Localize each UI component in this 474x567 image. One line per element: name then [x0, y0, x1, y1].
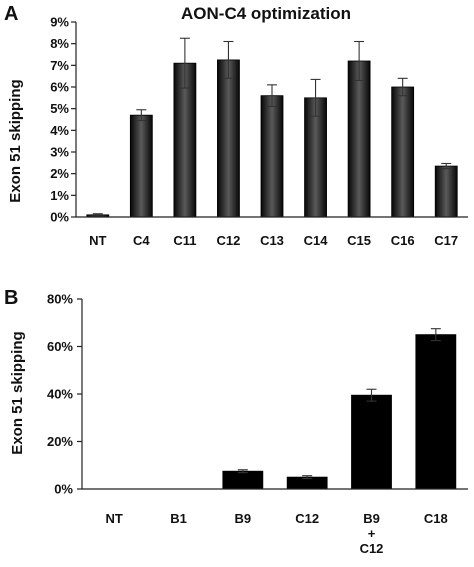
bar — [391, 86, 415, 218]
error-bar — [92, 213, 103, 217]
error-bar — [430, 328, 441, 342]
y-tick-label: 60% — [47, 339, 73, 354]
x-tick-label: + — [368, 526, 376, 541]
chart-b-bars — [222, 328, 457, 490]
error-bar — [302, 475, 313, 480]
bar — [347, 60, 371, 218]
y-tick-label: 6% — [50, 80, 69, 95]
bar — [260, 95, 284, 218]
chart-panel-a: A AON-C4 optimization Exon 51 skipping 0… — [4, 3, 468, 248]
x-tick-label: C16 — [391, 233, 415, 248]
bar — [222, 470, 264, 490]
x-tick-label: B9 — [363, 511, 380, 526]
chart-b-ylabel: Exon 51 skipping — [9, 331, 26, 454]
y-tick-label: 3% — [50, 145, 69, 160]
error-bar — [223, 40, 234, 79]
error-bar — [237, 469, 248, 474]
x-tick-label: C11 — [173, 233, 196, 248]
chart-panel-b: B Exon 51 skipping 0% 20% 40% 60% 80% NT B1 B9… — [4, 287, 468, 556]
chart-a-bars — [86, 37, 458, 218]
chart-a-y-axis: 0% 1% 2% 3% 4% 5% 6% 7% 8% 9% — [50, 15, 76, 225]
panel-a-label: A — [4, 3, 18, 25]
panel-b-label: B — [4, 287, 18, 309]
y-tick-label: 0% — [50, 210, 69, 225]
chart-a-x-axis: NT C4 C11 C12 C13 C14 C15 C16 C17 — [89, 233, 458, 248]
x-tick-label: C12 — [217, 233, 241, 248]
x-tick-label: B1 — [170, 511, 187, 526]
chart-a-title: AON-C4 optimization — [181, 4, 351, 23]
y-tick-label: 8% — [50, 36, 69, 51]
chart-b-y-axis: 0% 20% 40% 60% 80% — [47, 292, 82, 497]
error-bar — [397, 77, 408, 97]
x-tick-label: C12 — [295, 511, 319, 526]
bar — [434, 165, 458, 218]
error-bar — [179, 37, 190, 89]
y-tick-label: 1% — [50, 188, 69, 203]
y-tick-label: 4% — [50, 123, 69, 138]
bar — [351, 394, 392, 490]
x-tick-label: C4 — [133, 233, 150, 248]
y-tick-label: 20% — [47, 434, 73, 449]
y-tick-label: 2% — [50, 166, 69, 181]
y-tick-label: 5% — [50, 101, 69, 116]
y-tick-label: 0% — [54, 482, 73, 497]
x-tick-label: C17 — [434, 233, 458, 248]
x-tick-label: B9 — [235, 511, 252, 526]
bar — [415, 334, 457, 490]
x-tick-label: NT — [89, 233, 106, 248]
error-bar — [441, 162, 452, 170]
x-tick-label: C12 — [360, 541, 384, 556]
y-tick-label: 7% — [50, 58, 69, 73]
y-tick-label: 40% — [47, 387, 73, 402]
y-tick-label: 9% — [50, 15, 69, 30]
chart-a-ylabel: Exon 51 skipping — [7, 79, 24, 202]
x-tick-label: C15 — [347, 233, 371, 248]
x-tick-label: C13 — [260, 233, 284, 248]
y-tick-label: 80% — [47, 292, 73, 307]
x-tick-label: C14 — [304, 233, 329, 248]
bar — [217, 59, 240, 218]
error-bar — [310, 78, 321, 117]
x-tick-label: C18 — [424, 511, 448, 526]
error-bar — [366, 388, 377, 402]
error-bar — [136, 109, 147, 122]
error-bar — [354, 40, 365, 82]
bar — [129, 114, 153, 218]
error-bar — [267, 84, 277, 108]
x-tick-label: NT — [105, 511, 122, 526]
